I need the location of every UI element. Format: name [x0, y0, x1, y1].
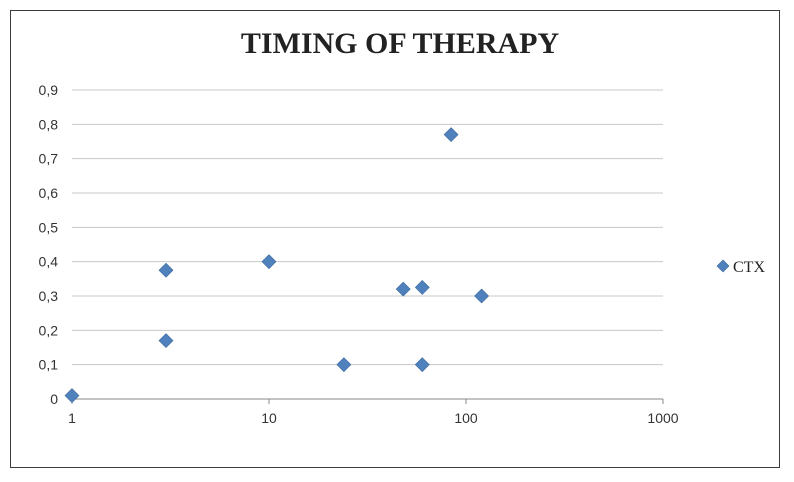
y-tick-label: 0,3: [39, 288, 59, 304]
y-tick-label: 0,5: [39, 219, 59, 235]
y-tick-label: 0,6: [39, 185, 59, 201]
data-point: [64, 388, 80, 403]
data-point: [336, 357, 352, 373]
y-tick-label: 0,7: [39, 151, 59, 167]
y-tick-label: 0,4: [39, 254, 59, 270]
data-points: [64, 127, 490, 403]
y-tick-label: 0,9: [39, 82, 59, 98]
data-point: [443, 127, 459, 143]
x-tick-label: 1: [68, 410, 76, 426]
grid-lines: [72, 89, 663, 400]
x-tick-label: 1000: [647, 410, 678, 426]
x-tick-label: 10: [261, 410, 277, 426]
y-tick-label: 0: [50, 391, 58, 407]
y-tick-label: 0,8: [39, 116, 59, 132]
data-point: [261, 254, 277, 270]
data-point: [474, 288, 490, 304]
y-tick-label: 0,1: [39, 357, 59, 373]
scatter-chart: TIMING OF THERAPY 0 0,1 0,2 0,3 0,4 0,5 0,6 0,7…: [39, 27, 766, 426]
y-tick-label: 0,2: [39, 322, 59, 338]
data-point: [414, 357, 430, 373]
data-point: [158, 333, 174, 349]
chart-title: TIMING OF THERAPY: [241, 27, 560, 60]
x-tick-label: 100: [454, 410, 478, 426]
y-axis-ticks: 0 0,1 0,2 0,3 0,4 0,5 0,6 0,7 0,8 0,9: [39, 82, 59, 407]
legend-marker-icon: [716, 259, 730, 273]
data-point: [395, 281, 411, 297]
legend: CTX: [716, 259, 765, 276]
data-point: [414, 279, 430, 295]
data-point: [158, 262, 174, 278]
x-axis-ticks: 1 10 100 1000: [68, 399, 679, 426]
chart-frame: TIMING OF THERAPY 0 0,1 0,2 0,3 0,4 0,5 0,6 0,7…: [10, 10, 780, 468]
legend-label: CTX: [733, 259, 765, 276]
